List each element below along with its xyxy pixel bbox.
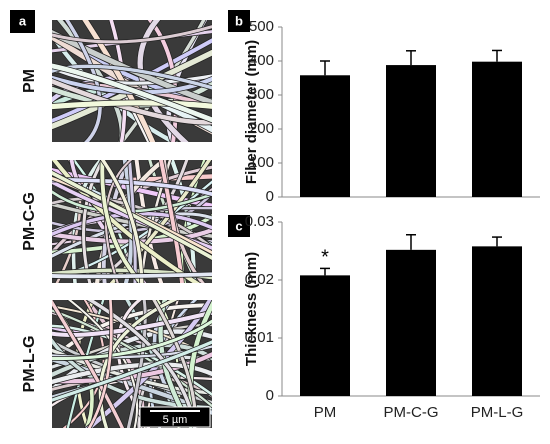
fiber [188, 300, 212, 428]
fiber [52, 319, 212, 361]
panel-label: c [235, 218, 242, 233]
sem-image [52, 20, 212, 142]
fiber [147, 20, 178, 142]
fiber [67, 300, 139, 428]
y-tick-label: 0.03 [245, 213, 274, 230]
panel-label-box [228, 10, 250, 32]
fiber [100, 160, 144, 283]
bar [472, 246, 522, 396]
fiber [52, 329, 212, 393]
fiber [52, 25, 212, 44]
fiber [104, 160, 133, 283]
sem-image [52, 300, 212, 428]
fiber [126, 300, 147, 428]
row-label: PM-L-G [21, 336, 38, 393]
y-axis-label: Thickness (mm) [243, 252, 260, 366]
row-label: PM-C-G [21, 192, 38, 251]
scale-bar-label: 5 µm [163, 414, 188, 426]
x-tick-label: PM [314, 404, 337, 421]
x-tick-label: PM-L-G [471, 404, 524, 421]
fiber [52, 309, 212, 408]
fiber [52, 345, 212, 359]
fiber [109, 160, 212, 283]
fiber [52, 179, 212, 250]
y-tick-label: 500 [249, 18, 274, 35]
fiber [52, 310, 212, 338]
panel-label-box [10, 10, 35, 33]
y-tick-label: 0 [266, 387, 274, 404]
fiber [158, 160, 184, 283]
fiber [98, 300, 178, 428]
fiber [52, 63, 212, 123]
y-tick-label: 0.01 [245, 329, 274, 346]
fiber [52, 303, 212, 364]
annotation: * [321, 247, 329, 269]
panel-label-box [228, 215, 250, 237]
fiber [52, 170, 212, 260]
bar [300, 275, 350, 396]
fiber [52, 100, 212, 110]
bar [472, 61, 522, 198]
row-label: PM [21, 69, 38, 93]
fiber [152, 300, 198, 428]
x-tick-label: PM-C-G [384, 404, 439, 421]
sem-image [52, 160, 212, 283]
fiber [52, 227, 212, 244]
panel-label: b [235, 13, 243, 28]
y-tick-label: 0 [266, 188, 274, 205]
fiber [52, 49, 212, 130]
y-axis-label: Fiber diameter (mm) [243, 40, 260, 184]
y-tick-label: 0.02 [245, 271, 274, 288]
fiber [64, 20, 102, 142]
y-tick-label: 100 [249, 154, 274, 171]
fiber [52, 64, 212, 90]
fiber [52, 160, 201, 283]
fiber [52, 272, 212, 279]
fiber [82, 160, 105, 283]
bar [300, 75, 350, 197]
panel-label: a [19, 13, 27, 28]
bar [386, 65, 436, 197]
fiber [127, 160, 137, 283]
y-tick-label: 200 [249, 120, 274, 137]
y-tick-label: 300 [249, 86, 274, 103]
fiber [52, 78, 212, 125]
fiber [52, 305, 212, 361]
y-tick-label: 400 [249, 52, 274, 69]
sem-images [52, 20, 212, 428]
fiber [52, 340, 212, 402]
bar [386, 249, 436, 396]
fiber [52, 375, 212, 398]
fiber [52, 202, 212, 238]
fiber [100, 160, 144, 283]
